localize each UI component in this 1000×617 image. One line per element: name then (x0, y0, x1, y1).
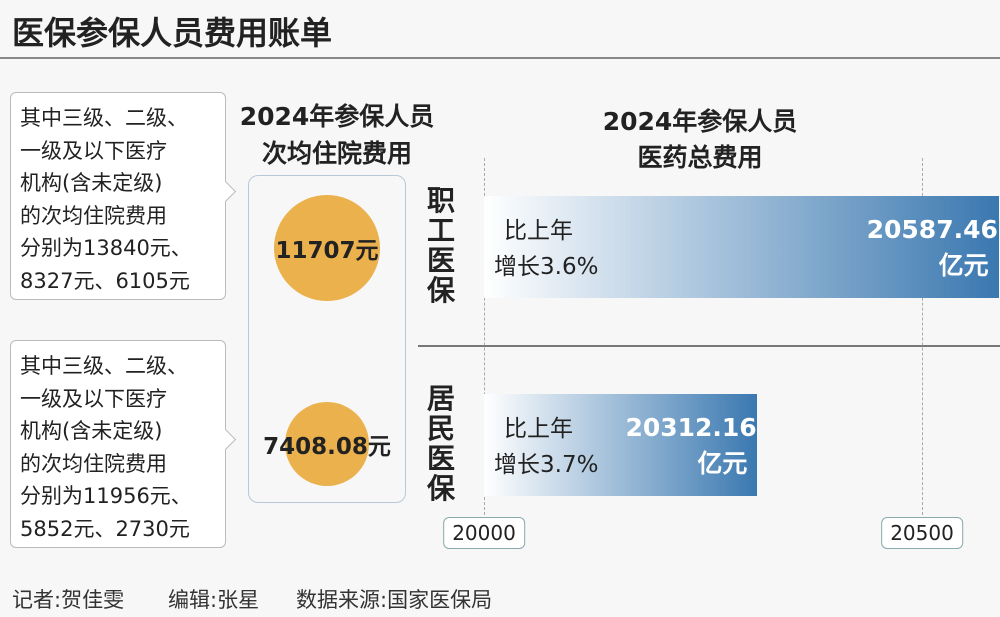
category-label: 职工医保 (427, 184, 456, 307)
note-line: 分别为13840元、 (20, 236, 192, 260)
annotation: 比上年 (504, 218, 573, 244)
value-label: 20312.16亿元 (625, 413, 757, 478)
separator (418, 345, 1000, 347)
footer-text: 数据来源:国家医保局 (296, 588, 493, 612)
grid-line (922, 158, 923, 520)
bubble-label: 11707元 (275, 238, 379, 264)
footer-text: 记者:贺佳雯 (12, 588, 125, 612)
bubble (274, 195, 380, 301)
panel-frame (248, 175, 406, 503)
bubble (284, 401, 370, 487)
note-line: 其中三级、二级、 (20, 106, 188, 130)
note-line: 分别为11956元、 (20, 484, 192, 508)
note-line: 其中三级、二级、 (20, 354, 188, 378)
title-rule (0, 57, 1000, 59)
panel-title: 2024年参保人员 (239, 102, 435, 131)
note-line: 机构(含未定级) (20, 419, 163, 443)
annotation: 增长3.7% (494, 452, 599, 478)
note-line: 5852元、2730元 (20, 516, 190, 541)
note-line: 机构(含未定级) (20, 171, 163, 195)
value-label: 20587.46亿元 (866, 215, 998, 280)
bubble-label: 7408.08元 (263, 434, 391, 460)
bar (484, 196, 999, 298)
annotation: 比上年 (504, 416, 573, 442)
bar (484, 394, 758, 496)
note-line: 8327元、6105元 (20, 268, 190, 293)
x-tick-label: 20000 (443, 517, 525, 549)
x-tick-label: 20500 (881, 517, 963, 549)
page-title: 医保参保人员费用账单 (12, 14, 333, 52)
panel-title: 次均住院费用 (261, 139, 413, 168)
note-line: 的次均住院费用 (20, 203, 167, 228)
note-box (10, 340, 226, 548)
footer-text: 编辑:张星 (168, 588, 260, 612)
grid-line (484, 158, 485, 520)
note-line: 一级及以下医疗 (20, 386, 167, 411)
note-line: 一级及以下医疗 (20, 138, 167, 163)
annotation: 增长3.6% (494, 254, 599, 280)
chart-title: 2024年参保人员 (602, 107, 798, 136)
chart-title: 医药总费用 (637, 143, 763, 172)
category-label: 居民医保 (427, 382, 456, 505)
note-box (10, 92, 226, 300)
note-line: 的次均住院费用 (20, 451, 167, 476)
